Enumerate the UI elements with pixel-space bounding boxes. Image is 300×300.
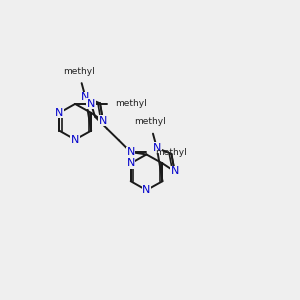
Text: methyl: methyl [134, 117, 166, 126]
Text: N: N [127, 147, 135, 157]
Text: N: N [127, 158, 135, 168]
Text: N: N [81, 92, 90, 102]
Text: N: N [87, 99, 95, 109]
Text: methyl: methyl [63, 67, 94, 76]
Text: N: N [142, 185, 151, 195]
Text: N: N [55, 108, 64, 118]
Text: N: N [99, 116, 107, 126]
Text: N: N [71, 135, 79, 145]
Text: methyl: methyl [115, 99, 147, 108]
Text: methyl: methyl [155, 148, 187, 157]
Text: N: N [170, 167, 179, 176]
Text: N: N [153, 143, 161, 153]
